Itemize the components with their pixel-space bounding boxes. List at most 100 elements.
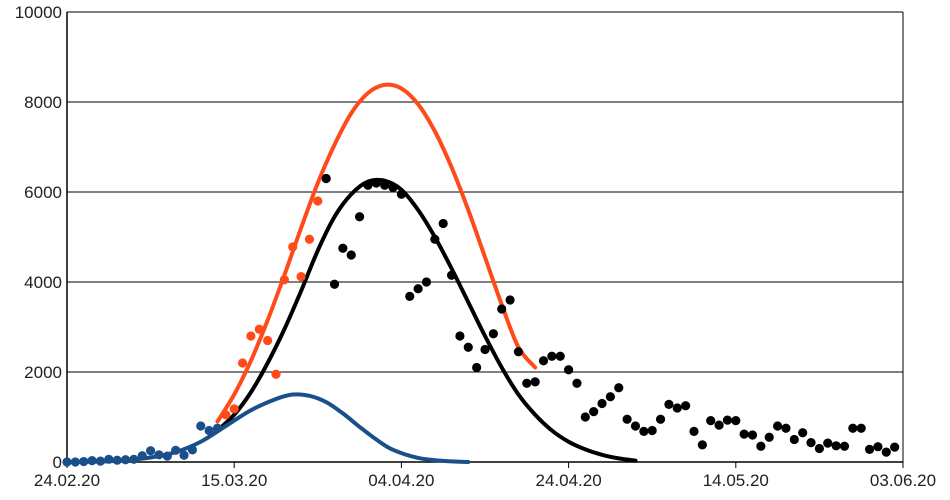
- data-point: [212, 423, 223, 433]
- data-point: [79, 456, 89, 467]
- data-point: [497, 304, 507, 314]
- data-point: [279, 275, 289, 285]
- data-point: [597, 398, 607, 409]
- data-point: [513, 347, 524, 357]
- data-point: [355, 212, 365, 222]
- axes: [66, 11, 904, 468]
- data-point: [764, 432, 774, 442]
- data-point: [187, 445, 197, 455]
- data-point: [655, 414, 666, 424]
- y-tick-labels: 0 2000 4000 6000 8000 10000: [15, 3, 62, 472]
- data-point: [246, 331, 256, 341]
- data-points: [62, 173, 900, 467]
- data-point: [505, 295, 515, 305]
- data-point: [864, 444, 875, 454]
- data-point: [296, 272, 306, 282]
- fit-curve-3: [215, 82, 538, 424]
- data-point: [112, 455, 122, 465]
- data-point: [630, 421, 641, 431]
- data-point: [781, 423, 791, 433]
- data-point: [405, 291, 415, 301]
- data-point: [87, 456, 97, 466]
- data-point: [313, 196, 323, 206]
- x-tick-label: 04.04.20: [368, 471, 434, 490]
- data-point: [288, 242, 298, 252]
- data-point: [580, 412, 590, 422]
- x-tick-label: 24.04.20: [536, 471, 602, 490]
- data-point: [380, 180, 390, 190]
- data-point: [689, 426, 699, 436]
- data-point: [346, 250, 356, 260]
- data-point: [129, 454, 139, 464]
- fit-curve-4: [215, 177, 638, 463]
- y-tick-label: 0: [53, 453, 62, 472]
- data-point: [873, 442, 883, 452]
- data-point: [388, 182, 398, 193]
- data-point: [890, 442, 900, 452]
- data-point: [438, 218, 448, 229]
- data-point: [856, 423, 866, 433]
- data-point: [338, 243, 348, 253]
- data-point: [831, 441, 841, 451]
- data-point: [672, 403, 682, 413]
- data-point: [421, 277, 432, 287]
- data-point: [814, 443, 825, 454]
- data-point: [823, 438, 833, 448]
- data-point: [371, 178, 381, 188]
- data-point: [204, 425, 214, 436]
- data-point: [605, 392, 616, 402]
- data-point: [697, 440, 707, 450]
- x-tick-labels: 24.02.20 15.03.20 04.04.20 24.04.20 14.05.20…: [34, 471, 936, 490]
- data-point: [62, 457, 72, 467]
- data-point: [396, 189, 406, 199]
- data-point: [639, 426, 649, 436]
- data-point: [731, 416, 741, 426]
- data-point: [488, 329, 498, 339]
- data-point: [589, 407, 599, 417]
- data-point: [480, 344, 490, 355]
- y-tick-label: 10000: [15, 3, 62, 22]
- data-point: [254, 324, 264, 334]
- data-point: [530, 377, 540, 387]
- data-point: [647, 425, 657, 436]
- data-point: [146, 446, 156, 456]
- y-tick-label: 4000: [24, 273, 62, 292]
- data-point: [555, 351, 565, 361]
- x-tick-label: 14.05.20: [703, 471, 769, 490]
- data-point: [806, 438, 816, 448]
- data-point: [104, 454, 114, 464]
- data-point: [547, 351, 557, 361]
- data-point: [271, 369, 281, 379]
- data-point: [848, 423, 858, 433]
- data-point: [622, 414, 632, 424]
- data-point: [739, 429, 749, 439]
- data-point: [221, 410, 231, 420]
- data-point: [154, 450, 164, 460]
- data-point: [472, 362, 482, 373]
- data-point: [363, 180, 373, 190]
- data-point: [446, 270, 457, 280]
- fit-curve-5: [65, 392, 471, 464]
- data-point: [455, 331, 465, 341]
- data-point: [714, 420, 724, 430]
- data-point: [329, 279, 340, 289]
- data-point: [304, 234, 315, 244]
- data-point: [162, 451, 172, 461]
- x-tick-label: 24.02.20: [34, 471, 100, 490]
- data-point: [572, 378, 582, 388]
- data-point: [722, 415, 733, 425]
- data-point: [747, 430, 758, 440]
- data-point: [681, 401, 691, 411]
- data-point: [756, 441, 766, 451]
- data-point: [798, 428, 808, 438]
- data-point: [171, 445, 181, 455]
- data-point: [706, 416, 716, 426]
- data-point: [664, 399, 674, 409]
- y-tick-label: 8000: [24, 93, 62, 112]
- gridlines: [67, 11, 903, 373]
- data-point: [538, 356, 549, 366]
- data-point: [196, 421, 206, 431]
- data-point: [137, 451, 147, 461]
- y-tick-label: 6000: [24, 183, 62, 202]
- data-point: [263, 335, 273, 346]
